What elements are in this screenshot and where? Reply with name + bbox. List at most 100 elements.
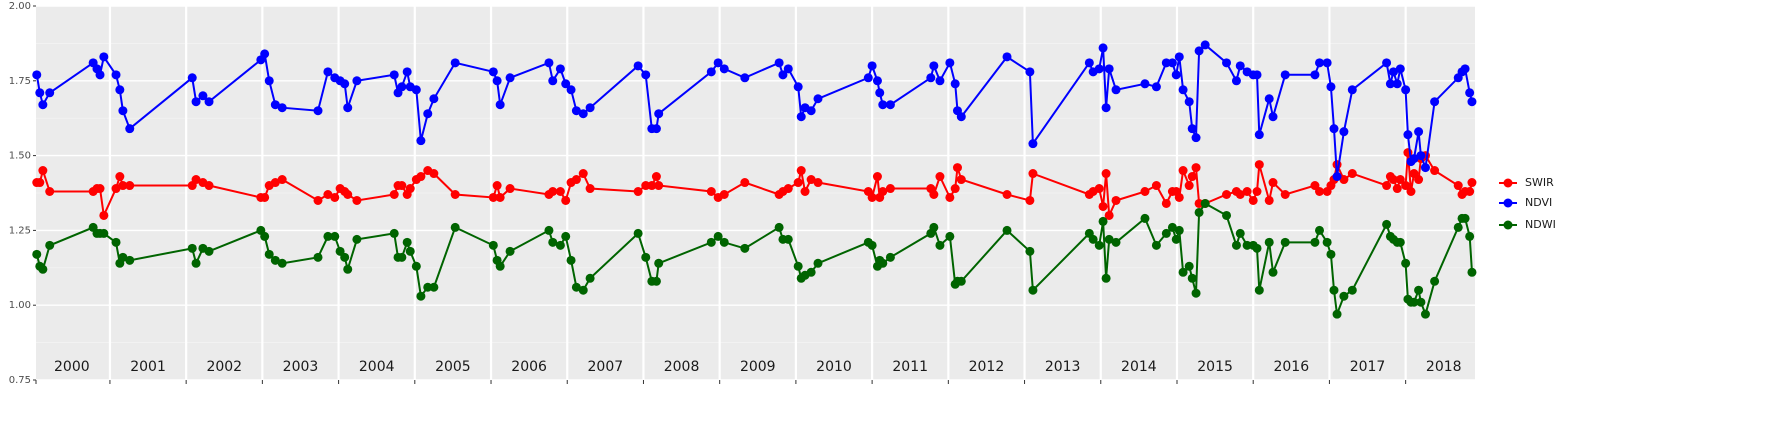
x-tick-label: 2012	[969, 359, 1005, 375]
point	[1002, 52, 1012, 62]
legend-label: SWIR	[1525, 176, 1554, 189]
point	[125, 181, 135, 191]
point	[1322, 237, 1332, 247]
point	[505, 73, 515, 83]
point	[270, 178, 280, 188]
x-tick-label: 2014	[1121, 359, 1157, 375]
point	[1388, 67, 1398, 77]
point	[774, 58, 784, 68]
point	[719, 64, 729, 74]
point	[1264, 195, 1274, 205]
point	[191, 97, 201, 107]
point	[561, 79, 571, 89]
point	[1460, 213, 1470, 223]
point	[450, 222, 460, 232]
point	[654, 258, 664, 268]
point	[633, 61, 643, 71]
point	[99, 228, 109, 238]
point	[198, 91, 208, 101]
point	[571, 175, 581, 185]
point	[1111, 85, 1121, 95]
point	[778, 70, 788, 80]
point	[1200, 198, 1210, 208]
point	[544, 225, 554, 235]
point	[1392, 79, 1402, 89]
point	[38, 166, 48, 176]
point	[191, 258, 201, 268]
point	[1084, 58, 1094, 68]
point	[1406, 187, 1416, 197]
point	[38, 264, 48, 274]
point	[555, 187, 565, 197]
point	[706, 187, 716, 197]
point	[1252, 243, 1262, 253]
point	[1409, 154, 1419, 164]
point	[1392, 184, 1402, 194]
point	[1332, 172, 1342, 182]
point	[1347, 169, 1357, 179]
point	[1191, 288, 1201, 298]
point	[1339, 291, 1349, 301]
point	[1231, 76, 1241, 86]
point	[1430, 276, 1440, 286]
point	[935, 172, 945, 182]
point	[1025, 195, 1035, 205]
point	[1248, 195, 1258, 205]
point	[277, 258, 287, 268]
point	[118, 106, 128, 116]
point	[1326, 82, 1336, 92]
point	[1171, 234, 1181, 244]
point	[38, 100, 48, 110]
y-tick-label: 2.00	[9, 1, 31, 12]
point	[740, 178, 750, 188]
point	[1101, 103, 1111, 113]
point	[1101, 169, 1111, 179]
point	[35, 88, 45, 98]
point	[1395, 175, 1405, 185]
point	[323, 231, 333, 241]
point	[929, 189, 939, 199]
point	[1161, 198, 1171, 208]
point	[1098, 216, 1108, 226]
point	[405, 184, 415, 194]
point	[1315, 187, 1325, 197]
point	[654, 109, 664, 119]
point	[647, 181, 657, 191]
point	[343, 189, 353, 199]
point	[495, 261, 505, 271]
point	[95, 184, 105, 194]
point	[1025, 67, 1035, 77]
point	[800, 187, 810, 197]
point	[566, 255, 576, 265]
point	[1028, 285, 1038, 295]
point	[32, 70, 42, 80]
point	[191, 175, 201, 185]
y-tick-label: 1.75	[9, 76, 31, 87]
point	[945, 58, 955, 68]
x-tick-label: 2007	[588, 359, 624, 375]
point	[260, 192, 270, 202]
point	[1235, 61, 1245, 71]
point	[1184, 261, 1194, 271]
point	[945, 231, 955, 241]
x-tick-label: 2013	[1045, 359, 1081, 375]
legend-key	[1503, 178, 1513, 188]
x-tick-label: 2017	[1350, 359, 1386, 375]
point	[1430, 166, 1440, 176]
point	[945, 192, 955, 202]
point	[187, 73, 197, 83]
point	[95, 70, 105, 80]
point	[1467, 178, 1477, 188]
point	[1430, 97, 1440, 107]
x-tick-label: 2008	[664, 359, 700, 375]
point	[1310, 237, 1320, 247]
point	[323, 67, 333, 77]
point	[654, 181, 664, 191]
point	[566, 85, 576, 95]
point	[1332, 309, 1342, 319]
point	[578, 169, 588, 179]
x-tick-label: 2002	[206, 359, 242, 375]
point	[389, 228, 399, 238]
y-tick-label: 1.00	[9, 300, 31, 311]
point	[1028, 169, 1038, 179]
